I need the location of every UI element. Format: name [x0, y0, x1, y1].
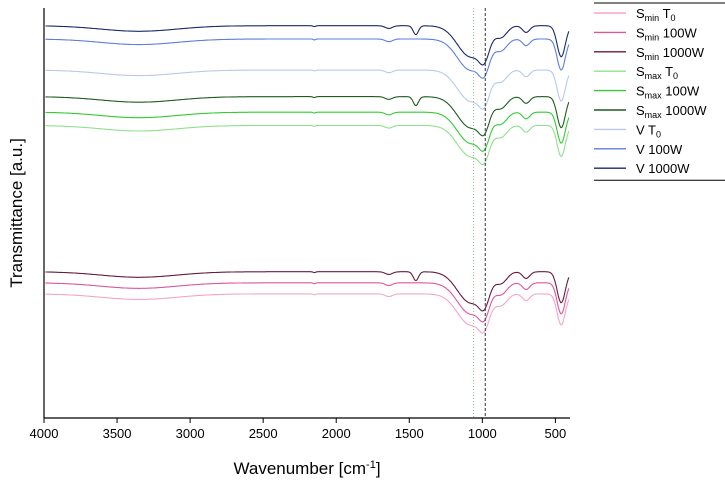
x-tick-label-7: 500	[545, 426, 567, 441]
legend-label-5: Smax 1000W	[636, 103, 707, 120]
series-line-0	[45, 293, 570, 334]
legend-label-8: V 1000W	[636, 161, 690, 176]
legend-label-0: Smin T0	[636, 6, 676, 23]
x-tick-label-4: 2000	[322, 426, 351, 441]
x-tick-label-6: 1000	[468, 426, 497, 441]
x-tick-label-2: 3000	[176, 426, 205, 441]
series-line-5	[45, 96, 570, 137]
series-line-7	[45, 38, 570, 79]
axes: 4000 3500 3000 2500 2000 1500 1000 500	[30, 8, 570, 441]
series-line-2	[45, 271, 570, 312]
series-line-8	[45, 25, 570, 66]
series-layer	[45, 25, 570, 334]
x-tick-label-3: 2500	[249, 426, 278, 441]
x-axis-label: Wavenumber [cm-1]	[233, 459, 380, 478]
series-line-1	[45, 282, 570, 323]
legend-label-7: V 100W	[636, 142, 683, 157]
legend: Smin T0 Smin 100W Smin 1000W Smax T0 Smax 10…	[594, 2, 725, 181]
legend-label-3: Smax T0	[636, 64, 678, 81]
y-axis-label: Transmittance [a.u.]	[7, 138, 26, 288]
series-line-4	[45, 111, 570, 152]
legend-label-2: Smin 1000W	[636, 45, 705, 62]
x-tick-label-0: 4000	[30, 426, 59, 441]
series-line-6	[45, 69, 570, 110]
legend-label-4: Smax 100W	[636, 84, 700, 101]
series-line-3	[45, 124, 570, 166]
reference-lines	[473, 8, 486, 418]
x-tick-label-5: 1500	[395, 426, 424, 441]
legend-label-1: Smin 100W	[636, 25, 697, 42]
legend-label-6: V T0	[636, 122, 661, 139]
x-tick-label-1: 3500	[103, 426, 132, 441]
